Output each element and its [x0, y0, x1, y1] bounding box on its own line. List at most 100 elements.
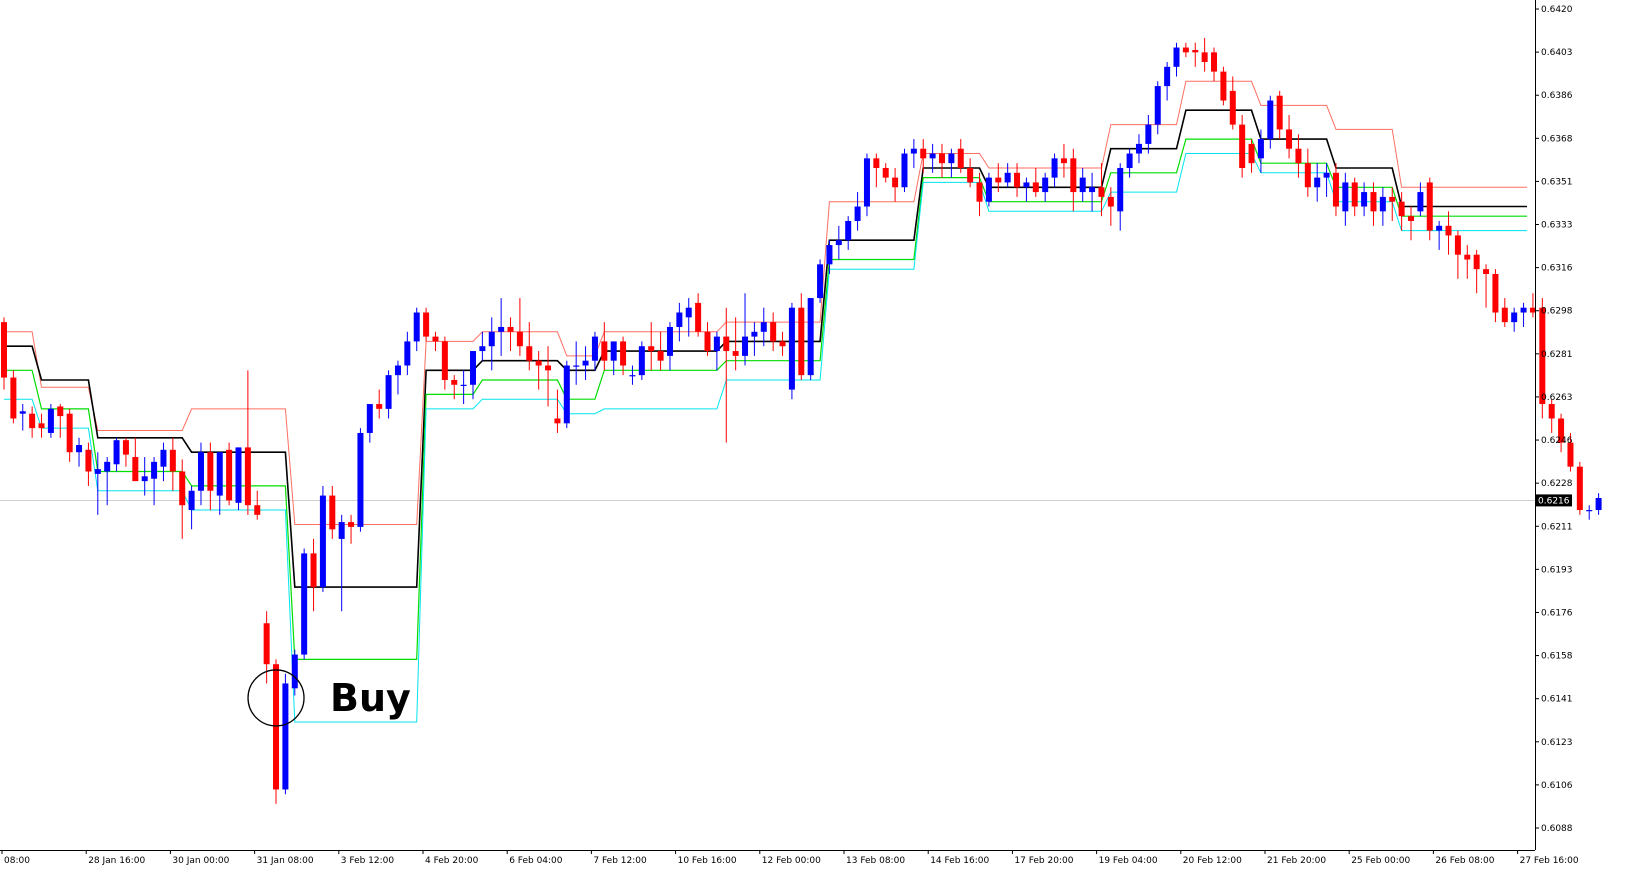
x-tick-label: 08:00 [4, 856, 30, 866]
candle-body [666, 326, 673, 356]
candle [1398, 192, 1405, 231]
y-tick-label: 0.6316 [1541, 264, 1573, 274]
candle-body [38, 423, 45, 429]
candle-body [695, 302, 702, 332]
candle-body [1436, 225, 1443, 231]
candle-body [835, 240, 842, 246]
candle [498, 298, 505, 356]
candle-body [1576, 466, 1583, 511]
candle [1004, 163, 1011, 188]
candle-body [939, 153, 945, 164]
candle-body [216, 452, 223, 496]
candle-body [1361, 192, 1368, 207]
candle [47, 404, 54, 438]
candle-body [601, 341, 608, 361]
candle [1445, 211, 1452, 255]
candle-body [573, 365, 580, 367]
y-tick-label: 0.6106 [1541, 781, 1573, 791]
candle [995, 163, 1002, 193]
candle [620, 336, 627, 376]
candle [1576, 461, 1583, 515]
candle-body [1145, 124, 1152, 144]
candle [1089, 172, 1096, 212]
x-tick-label: 12 Feb 00:00 [762, 856, 821, 866]
x-tick-label: 21 Feb 20:00 [1267, 856, 1326, 866]
candle-body [94, 469, 101, 474]
candle-body [948, 153, 955, 164]
candle [1520, 302, 1527, 327]
x-tick-label: 4 Feb 20:00 [425, 856, 479, 866]
candle [760, 307, 767, 347]
candle [141, 457, 148, 496]
candle [404, 331, 411, 376]
candle [1042, 172, 1049, 202]
y-tick-label: 0.6298 [1541, 307, 1573, 317]
candle [1135, 134, 1142, 164]
candle-body [151, 461, 158, 479]
current-price-tag: 0.6216 [1536, 494, 1572, 507]
candle [1079, 167, 1086, 202]
lower-band [4, 153, 1527, 723]
candle-body [826, 245, 833, 265]
candle-body [685, 307, 692, 318]
candle-body [1520, 307, 1527, 313]
candle-body [441, 341, 448, 380]
candle-body [1117, 167, 1124, 212]
candle [845, 216, 852, 250]
candle [1, 317, 7, 390]
candle-body [1211, 52, 1218, 72]
candle [1342, 172, 1349, 226]
candle [1323, 163, 1330, 197]
candle [104, 457, 111, 506]
candle-body [1426, 182, 1433, 231]
buy-signal-circle [247, 669, 305, 727]
candle [835, 225, 842, 260]
candle [122, 437, 129, 467]
buy-annotation: Buy [247, 669, 411, 727]
candle [1436, 220, 1443, 250]
candle-body [1239, 124, 1246, 168]
candle [1145, 114, 1152, 154]
candle-body [1511, 312, 1518, 323]
candle [1426, 177, 1433, 241]
candle [713, 331, 720, 371]
candle-body [629, 375, 636, 377]
x-tick-label: 28 Jan 16:00 [88, 856, 145, 866]
candle-body [1351, 182, 1358, 207]
x-tick-label: 25 Feb 00:00 [1351, 856, 1410, 866]
candle [1379, 187, 1386, 226]
candle [338, 514, 345, 612]
candle-body [470, 351, 476, 385]
candle [629, 365, 636, 385]
candle [1257, 129, 1264, 173]
candle-body [348, 522, 355, 527]
candle-body [1445, 225, 1452, 236]
candle-body [10, 377, 17, 419]
candle-body [854, 206, 861, 221]
candle [648, 322, 655, 371]
candle [910, 139, 917, 168]
candle [967, 158, 974, 188]
candle [1567, 432, 1574, 472]
y-tick-label: 0.6141 [1541, 695, 1573, 705]
candle [817, 259, 824, 303]
y-tick-label: 0.6123 [1541, 738, 1573, 748]
x-tick-label: 17 Feb 20:00 [1014, 856, 1073, 866]
candles [1, 37, 1602, 804]
x-tick-label: 26 Feb 08:00 [1435, 856, 1494, 866]
candle [1070, 148, 1077, 212]
candle-body [1323, 172, 1330, 178]
candle-body [19, 411, 26, 414]
candle [507, 317, 514, 352]
candle-body [169, 449, 176, 472]
candle [301, 548, 308, 660]
candle-body [357, 432, 364, 527]
candle [976, 172, 983, 217]
candle [1032, 167, 1039, 197]
candle-body [798, 307, 805, 376]
candle-body [113, 440, 120, 465]
candle [1454, 230, 1461, 279]
candle-body [610, 341, 617, 361]
candle [348, 514, 355, 544]
